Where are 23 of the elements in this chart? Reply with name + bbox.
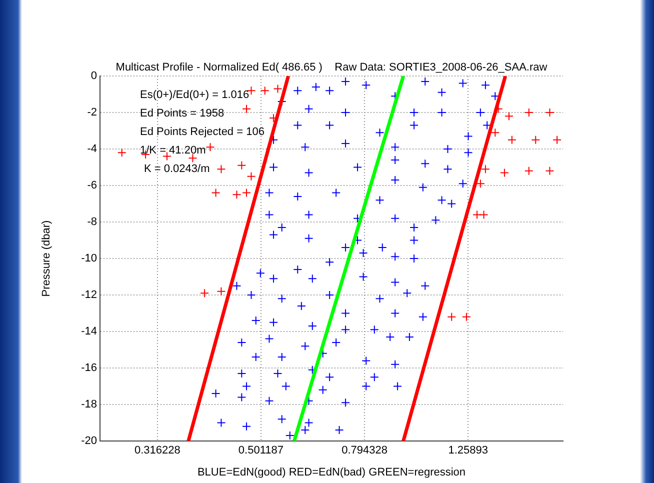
annotation: Es(0+)/Ed(0+) = 1.016 <box>140 89 250 102</box>
annotation: Ed Points Rejected = 106 <box>140 126 264 138</box>
x-tick-label: 0.794328 <box>342 444 388 457</box>
x-tick-label: 0.316228 <box>134 444 180 457</box>
annotation: K = 0.0243/m <box>144 163 210 176</box>
annotation: 1/K = 41.20m <box>140 144 206 157</box>
y-tick-label: -6 <box>87 180 97 192</box>
x-axis-title: BLUE=EdN(good) RED=EdN(bad) GREEN=regression <box>197 466 466 478</box>
annotation: Ed Points = 1958 <box>140 108 224 120</box>
chart-title: Multicast Profile - Normalized Ed( 486.65 ) Raw Data: SORTIE3_2008-06-26_SAA.raw <box>116 62 548 74</box>
y-tick-label: -18 <box>81 398 97 411</box>
x-tick-label: 1.25893 <box>448 444 488 457</box>
y-tick-label: -16 <box>81 362 97 374</box>
y-axis-title: Pressure (dbar) <box>40 220 53 297</box>
y-tick-label: -8 <box>87 216 97 228</box>
y-tick-label: -10 <box>81 252 97 265</box>
y-tick-label: -2 <box>87 106 97 119</box>
y-tick-label: -12 <box>81 289 97 302</box>
y-tick-label: -14 <box>81 326 97 338</box>
y-tick-label: 0 <box>90 70 97 82</box>
x-tick-label: 0.501187 <box>238 444 284 457</box>
y-tick-label: -4 <box>87 143 97 156</box>
y-tick-label: -20 <box>81 435 97 448</box>
